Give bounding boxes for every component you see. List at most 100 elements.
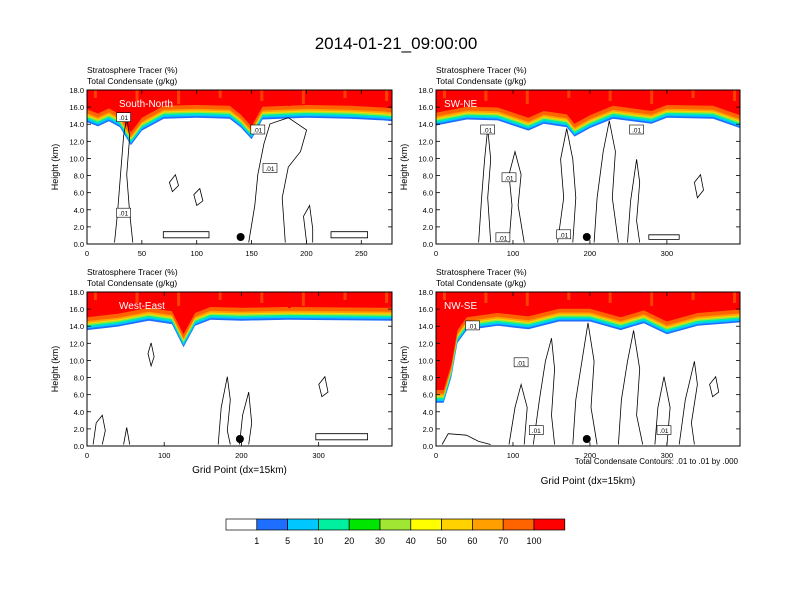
condensate-contour bbox=[193, 187, 204, 207]
x-tick-label: 150 bbox=[245, 249, 258, 258]
tracer-streak bbox=[442, 90, 446, 98]
tracer-streak bbox=[539, 292, 543, 304]
x-tick-label: 100 bbox=[190, 249, 203, 258]
x-tick-label: 300 bbox=[661, 451, 674, 460]
tracer-streak bbox=[288, 90, 291, 106]
tracer-streak bbox=[177, 90, 181, 104]
y-tick-label: 8.0 bbox=[423, 374, 433, 383]
x-tick-label: 0 bbox=[85, 249, 89, 258]
y-tick-label: 0.0 bbox=[423, 240, 433, 249]
condensate-contour bbox=[318, 375, 329, 398]
x-tick-label: 0 bbox=[434, 451, 438, 460]
condensate-contour bbox=[315, 433, 368, 441]
y-tick-label: 6.0 bbox=[423, 189, 433, 198]
y-tick-label: 0.0 bbox=[423, 442, 433, 451]
plot-frame bbox=[435, 291, 741, 447]
contour-label-box bbox=[480, 124, 496, 135]
tracer-streak bbox=[733, 90, 737, 101]
colorbar-label: 70 bbox=[498, 536, 508, 546]
tracer-streak bbox=[594, 90, 598, 103]
tracer-streak bbox=[121, 90, 125, 103]
plot-frame bbox=[86, 291, 393, 447]
y-tick-label: 12.0 bbox=[69, 339, 84, 348]
tracer-streak bbox=[705, 292, 709, 307]
condensate-contour bbox=[532, 338, 556, 445]
tracer-streak bbox=[525, 292, 529, 306]
tracer-streak bbox=[107, 292, 111, 307]
tracer-streak bbox=[650, 292, 654, 306]
y-tick-label: 18.0 bbox=[418, 86, 433, 95]
y-tick-label: 10.0 bbox=[69, 356, 84, 365]
y-axis-label: Height (km) bbox=[50, 346, 60, 393]
tracer-streak bbox=[329, 292, 333, 302]
contour-label: .01 bbox=[498, 235, 507, 242]
contour-label-box bbox=[656, 425, 672, 435]
tracer-streak bbox=[315, 90, 319, 102]
x-tick-label: 0 bbox=[434, 249, 438, 258]
colorbar-label: 100 bbox=[526, 536, 541, 546]
tracer-streak bbox=[636, 90, 640, 106]
contour-label-box bbox=[495, 232, 511, 243]
y-tick-label: 8.0 bbox=[74, 172, 84, 181]
condensate-contour bbox=[168, 173, 179, 193]
tracer-streak bbox=[622, 90, 626, 99]
panel-2: Stratosphere Tracer (%)Total Condensate … bbox=[399, 65, 741, 258]
y-tick-label: 4.0 bbox=[423, 408, 433, 417]
location-marker bbox=[582, 435, 591, 443]
tracer-streak bbox=[135, 292, 139, 303]
tracer-streak bbox=[149, 292, 153, 301]
tracer-band-8 bbox=[87, 292, 392, 335]
tracer-streak bbox=[498, 90, 502, 99]
x-tick-label: 200 bbox=[235, 451, 248, 460]
tracer-streak bbox=[664, 292, 667, 304]
contour-label: .01 bbox=[517, 360, 526, 367]
panel-title: SW-NE bbox=[444, 99, 477, 110]
x-tick-label: 300 bbox=[312, 451, 325, 460]
contour-label: .01 bbox=[119, 115, 128, 122]
x-tick-label: 200 bbox=[584, 451, 597, 460]
condensate-contour bbox=[92, 414, 106, 445]
tracer-streak bbox=[484, 292, 488, 303]
tracer-band-8 bbox=[436, 292, 740, 390]
tracer-streak bbox=[553, 292, 557, 302]
condensate-contour bbox=[441, 433, 491, 445]
colorbar-swatch bbox=[533, 518, 566, 531]
colorbar-label: 30 bbox=[375, 536, 385, 546]
y-tick-label: 2.0 bbox=[74, 425, 84, 434]
colorbar-swatch bbox=[256, 518, 288, 531]
tracer-streak bbox=[246, 292, 250, 305]
tracer-streak bbox=[149, 90, 153, 99]
colorbar-swatch bbox=[379, 518, 412, 531]
tracer-streak bbox=[581, 292, 585, 307]
contour-label: .01 bbox=[532, 428, 541, 435]
tracer-streak bbox=[525, 90, 529, 104]
panel-title: West-East bbox=[119, 301, 165, 312]
condensate-contour bbox=[593, 120, 619, 243]
y-tick-label: 10.0 bbox=[418, 356, 433, 365]
condensate-contour bbox=[508, 382, 528, 445]
y-tick-label: 18.0 bbox=[69, 86, 84, 95]
tracer-streak bbox=[107, 90, 111, 105]
tracer-streak bbox=[608, 90, 612, 101]
tracer-streak bbox=[456, 292, 460, 307]
tracer-streak bbox=[512, 292, 515, 308]
y-tick-label: 2.0 bbox=[74, 223, 84, 232]
y-tick-label: 12.0 bbox=[418, 339, 433, 348]
colorbar-swatch bbox=[287, 518, 319, 531]
contour-label-box bbox=[262, 163, 278, 173]
field-label-tracer: Stratosphere Tracer (%) bbox=[436, 267, 527, 277]
colorbar: 1 5 10 20 30 40 50 60 70 100 bbox=[225, 518, 566, 546]
panels: Stratosphere Tracer (%)Total Condensate … bbox=[50, 65, 741, 487]
field-label-tracer: Stratosphere Tracer (%) bbox=[436, 65, 527, 75]
contour-label-box bbox=[513, 357, 529, 368]
tracer-streak bbox=[567, 292, 571, 300]
tracer-streak bbox=[622, 292, 626, 301]
tracer-streak bbox=[385, 292, 389, 303]
x-tick-label: 100 bbox=[158, 451, 171, 460]
tracer-streak bbox=[719, 90, 723, 103]
y-tick-label: 2.0 bbox=[423, 223, 433, 232]
y-tick-label: 4.0 bbox=[423, 206, 433, 215]
y-tick-label: 8.0 bbox=[423, 172, 433, 181]
colorbar-label: 60 bbox=[467, 536, 477, 546]
tracer-streak bbox=[512, 90, 515, 106]
